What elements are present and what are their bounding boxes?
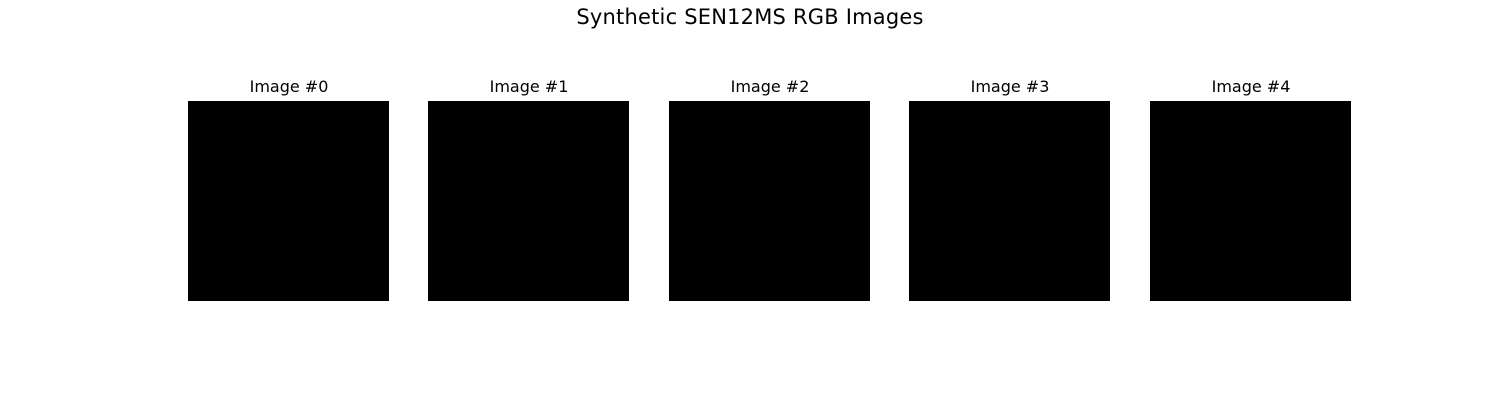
- figure-title: Synthetic SEN12MS RGB Images: [576, 5, 924, 29]
- image-title-1: Image #1: [489, 77, 569, 96]
- image-title-0: Image #0: [249, 77, 329, 96]
- image-panel-3: Image #3: [909, 76, 1111, 301]
- image-0: [188, 101, 389, 301]
- image-2: [669, 101, 870, 301]
- image-title-4: Image #4: [1211, 77, 1291, 96]
- image-panel-0: Image #0: [188, 76, 390, 301]
- image-panel-2: Image #2: [669, 76, 871, 301]
- image-panel-1: Image #1: [428, 76, 630, 301]
- image-title-3: Image #3: [970, 77, 1050, 96]
- image-panel-4: Image #4: [1150, 76, 1352, 301]
- image-1: [428, 101, 629, 301]
- image-3: [909, 101, 1110, 301]
- image-4: [1150, 101, 1351, 301]
- image-title-2: Image #2: [730, 77, 810, 96]
